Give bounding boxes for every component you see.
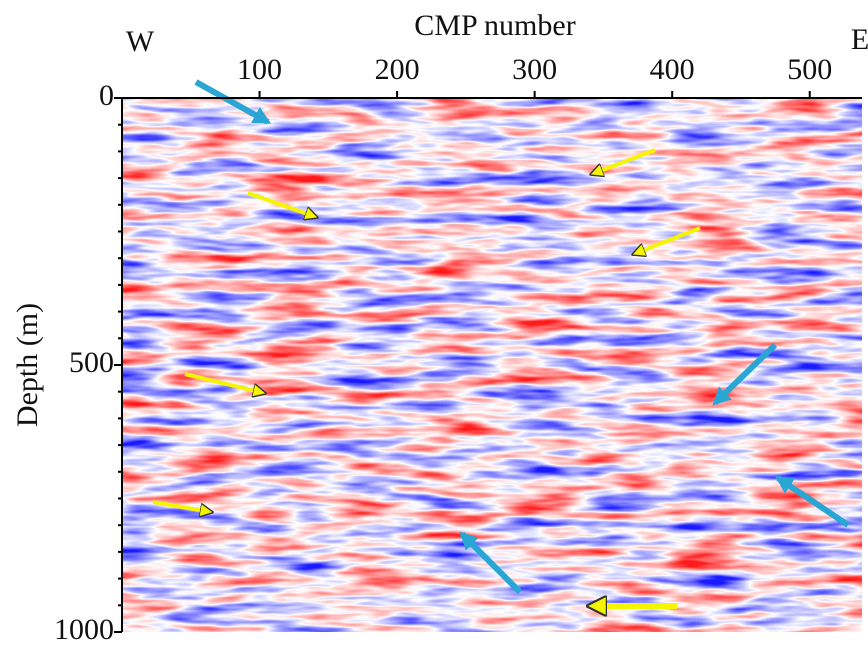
y-tick-label: 0 [99, 79, 114, 112]
arrow [247, 191, 316, 217]
x-tick-label: 400 [650, 53, 695, 86]
x-axis-label: CMP number [414, 9, 575, 42]
y-tick-label: 1000 [54, 613, 114, 645]
x-tick-label: 500 [787, 53, 832, 86]
arrow [184, 372, 264, 393]
y-tick-label: 500 [69, 346, 114, 379]
x-tick-label: 100 [237, 53, 282, 86]
annotation: E [851, 23, 868, 56]
arrow [194, 79, 272, 125]
arrow [459, 531, 523, 595]
arrow [712, 342, 778, 406]
y-axis-label: Depth (m) [11, 303, 44, 427]
seismic-image [122, 98, 862, 632]
arrow [592, 148, 656, 174]
annotation: W [126, 25, 155, 58]
x-tick-label: 300 [512, 53, 557, 86]
arrow [634, 226, 701, 254]
x-tick-label: 200 [375, 53, 420, 86]
arrow [152, 500, 211, 512]
arrow [775, 475, 850, 528]
annotation-arrows [152, 79, 850, 606]
